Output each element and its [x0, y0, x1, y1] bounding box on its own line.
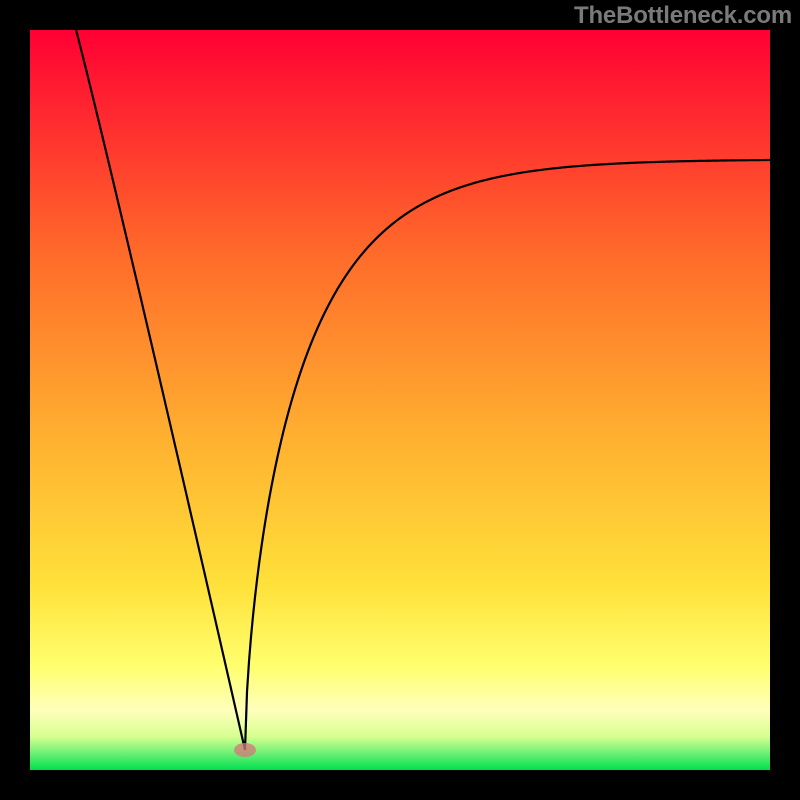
bottleneck-chart: TheBottleneck.com [0, 0, 800, 800]
plot-area [30, 30, 770, 770]
valley-marker [234, 743, 256, 757]
chart-svg [0, 0, 800, 800]
